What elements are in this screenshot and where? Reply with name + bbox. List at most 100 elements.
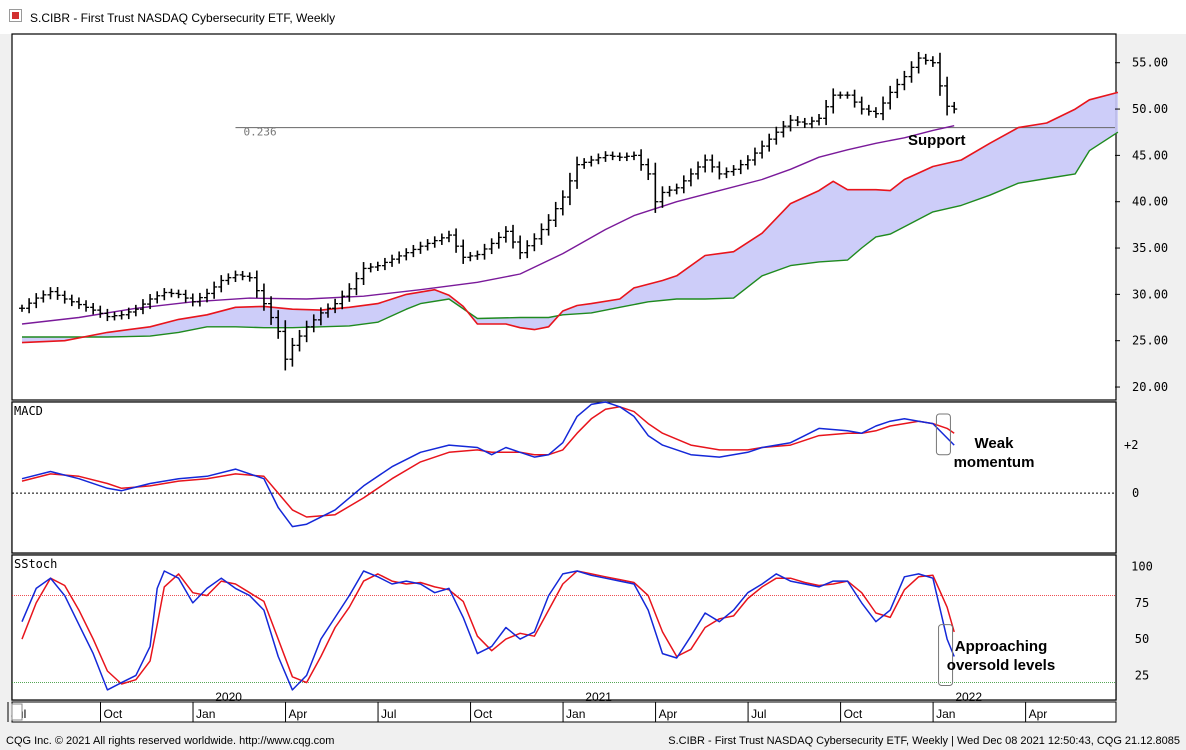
price-bar xyxy=(367,263,374,273)
price-bar xyxy=(794,116,801,127)
price-bar xyxy=(823,99,830,126)
price-bar xyxy=(638,149,645,171)
price-bar xyxy=(865,104,872,116)
price-bar xyxy=(246,272,253,282)
scroll-thumb xyxy=(11,703,23,721)
price-bar xyxy=(929,56,936,67)
year-label: 2022 xyxy=(955,690,982,704)
price-bar xyxy=(680,175,687,194)
price-bar xyxy=(609,151,616,161)
price-bar xyxy=(111,311,118,321)
price-bar xyxy=(360,262,367,285)
price-bar xyxy=(19,304,25,312)
price-panel: 20.00 25.00 30.00 35.00 40.00 45.00 50.00 55.00… xyxy=(11,33,1168,401)
stoch-annotation-line2: oversold levels xyxy=(947,657,1055,674)
stoch-tick-label: 25 xyxy=(1135,668,1149,682)
price-bar xyxy=(161,288,168,301)
price-bar xyxy=(830,88,837,114)
stoch-annotation-line1: Approaching xyxy=(955,638,1048,655)
price-bar xyxy=(481,243,488,260)
price-bar xyxy=(936,52,943,96)
price-bar xyxy=(303,320,310,343)
stoch-k-line xyxy=(21,570,955,691)
price-bar xyxy=(118,310,125,320)
price-bar xyxy=(282,320,289,371)
month-label: Oct xyxy=(104,707,123,721)
price-bar xyxy=(581,158,588,169)
price-bar xyxy=(488,238,495,255)
price-bar xyxy=(289,337,296,367)
price-bar xyxy=(944,76,951,116)
price-bar xyxy=(545,214,552,236)
window-title-bar: S.CIBR - First Trust NASDAQ Cybersecurit… xyxy=(0,0,1186,34)
price-bar xyxy=(851,89,858,108)
price-bar xyxy=(623,152,630,162)
price-bar xyxy=(780,120,787,138)
month-label: Apr xyxy=(659,707,678,721)
price-bar xyxy=(695,161,702,180)
price-bar xyxy=(389,254,396,267)
price-bar xyxy=(915,51,922,74)
price-bar xyxy=(751,147,758,166)
price-bar xyxy=(260,283,267,311)
price-bar xyxy=(844,91,851,99)
stoch-panel: 25 50 75 100 SStoch Approaching oversold level… xyxy=(11,554,1153,701)
macd-label: MACD xyxy=(14,404,43,418)
price-bar xyxy=(538,223,545,245)
price-bar xyxy=(104,308,111,322)
price-bar xyxy=(196,292,203,307)
macd-panel: 0 +2 MACD Weak momentum xyxy=(11,401,1139,554)
price-bar xyxy=(673,183,680,195)
price-tick-label: 30.00 xyxy=(1132,287,1168,301)
price-bar xyxy=(744,155,751,170)
app-icon xyxy=(9,9,22,22)
price-bar xyxy=(296,329,303,352)
stoch-tick-label: 50 xyxy=(1135,632,1149,646)
support-annotation: Support xyxy=(908,132,966,149)
price-bar xyxy=(353,272,360,296)
price-bar xyxy=(922,53,929,65)
price-bar xyxy=(588,155,595,167)
price-bar xyxy=(424,239,431,251)
price-bar xyxy=(502,226,509,243)
month-label: Jul xyxy=(381,707,396,721)
price-bar xyxy=(453,228,460,253)
senkou-span-a-line xyxy=(21,91,1119,344)
price-bar xyxy=(858,96,865,115)
price-bar xyxy=(97,305,104,318)
price-bar xyxy=(901,70,908,91)
month-label: Apr xyxy=(1029,707,1048,721)
price-bar xyxy=(125,307,132,320)
price-bar xyxy=(438,233,445,245)
price-bar xyxy=(808,116,815,129)
price-bar xyxy=(687,168,694,187)
price-bar xyxy=(275,310,282,339)
price-bar xyxy=(54,287,61,300)
footer-copyright: CQG Inc. © 2021 All rights reserved worl… xyxy=(6,735,335,747)
price-bar xyxy=(175,289,182,299)
macd-tick-label: +2 xyxy=(1124,438,1138,452)
price-bar xyxy=(40,290,47,303)
price-bar xyxy=(595,153,602,165)
price-bar xyxy=(517,235,524,260)
price-bar xyxy=(894,78,901,99)
price-bar xyxy=(730,165,737,176)
time-axis: JulOctJanAprJulOctJanAprJulOctJanApr2020… xyxy=(7,690,1117,723)
price-bar xyxy=(147,294,154,310)
price-tick-label: 25.00 xyxy=(1132,334,1168,348)
price-tick-label: 50.00 xyxy=(1132,102,1168,116)
price-bar xyxy=(801,117,808,128)
price-bar xyxy=(666,185,673,197)
price-bar xyxy=(139,299,146,315)
macd-signal-line xyxy=(21,406,955,518)
price-bar xyxy=(531,233,538,252)
price-bar xyxy=(723,167,730,179)
macd-line xyxy=(21,401,955,528)
price-bar xyxy=(837,91,844,99)
macd-annotation-line1: Weak xyxy=(975,435,1015,452)
price-bar xyxy=(951,101,958,114)
stoch-frame xyxy=(11,554,1117,701)
window-title: S.CIBR - First Trust NASDAQ Cybersecurit… xyxy=(30,11,336,25)
price-bar xyxy=(566,172,573,206)
